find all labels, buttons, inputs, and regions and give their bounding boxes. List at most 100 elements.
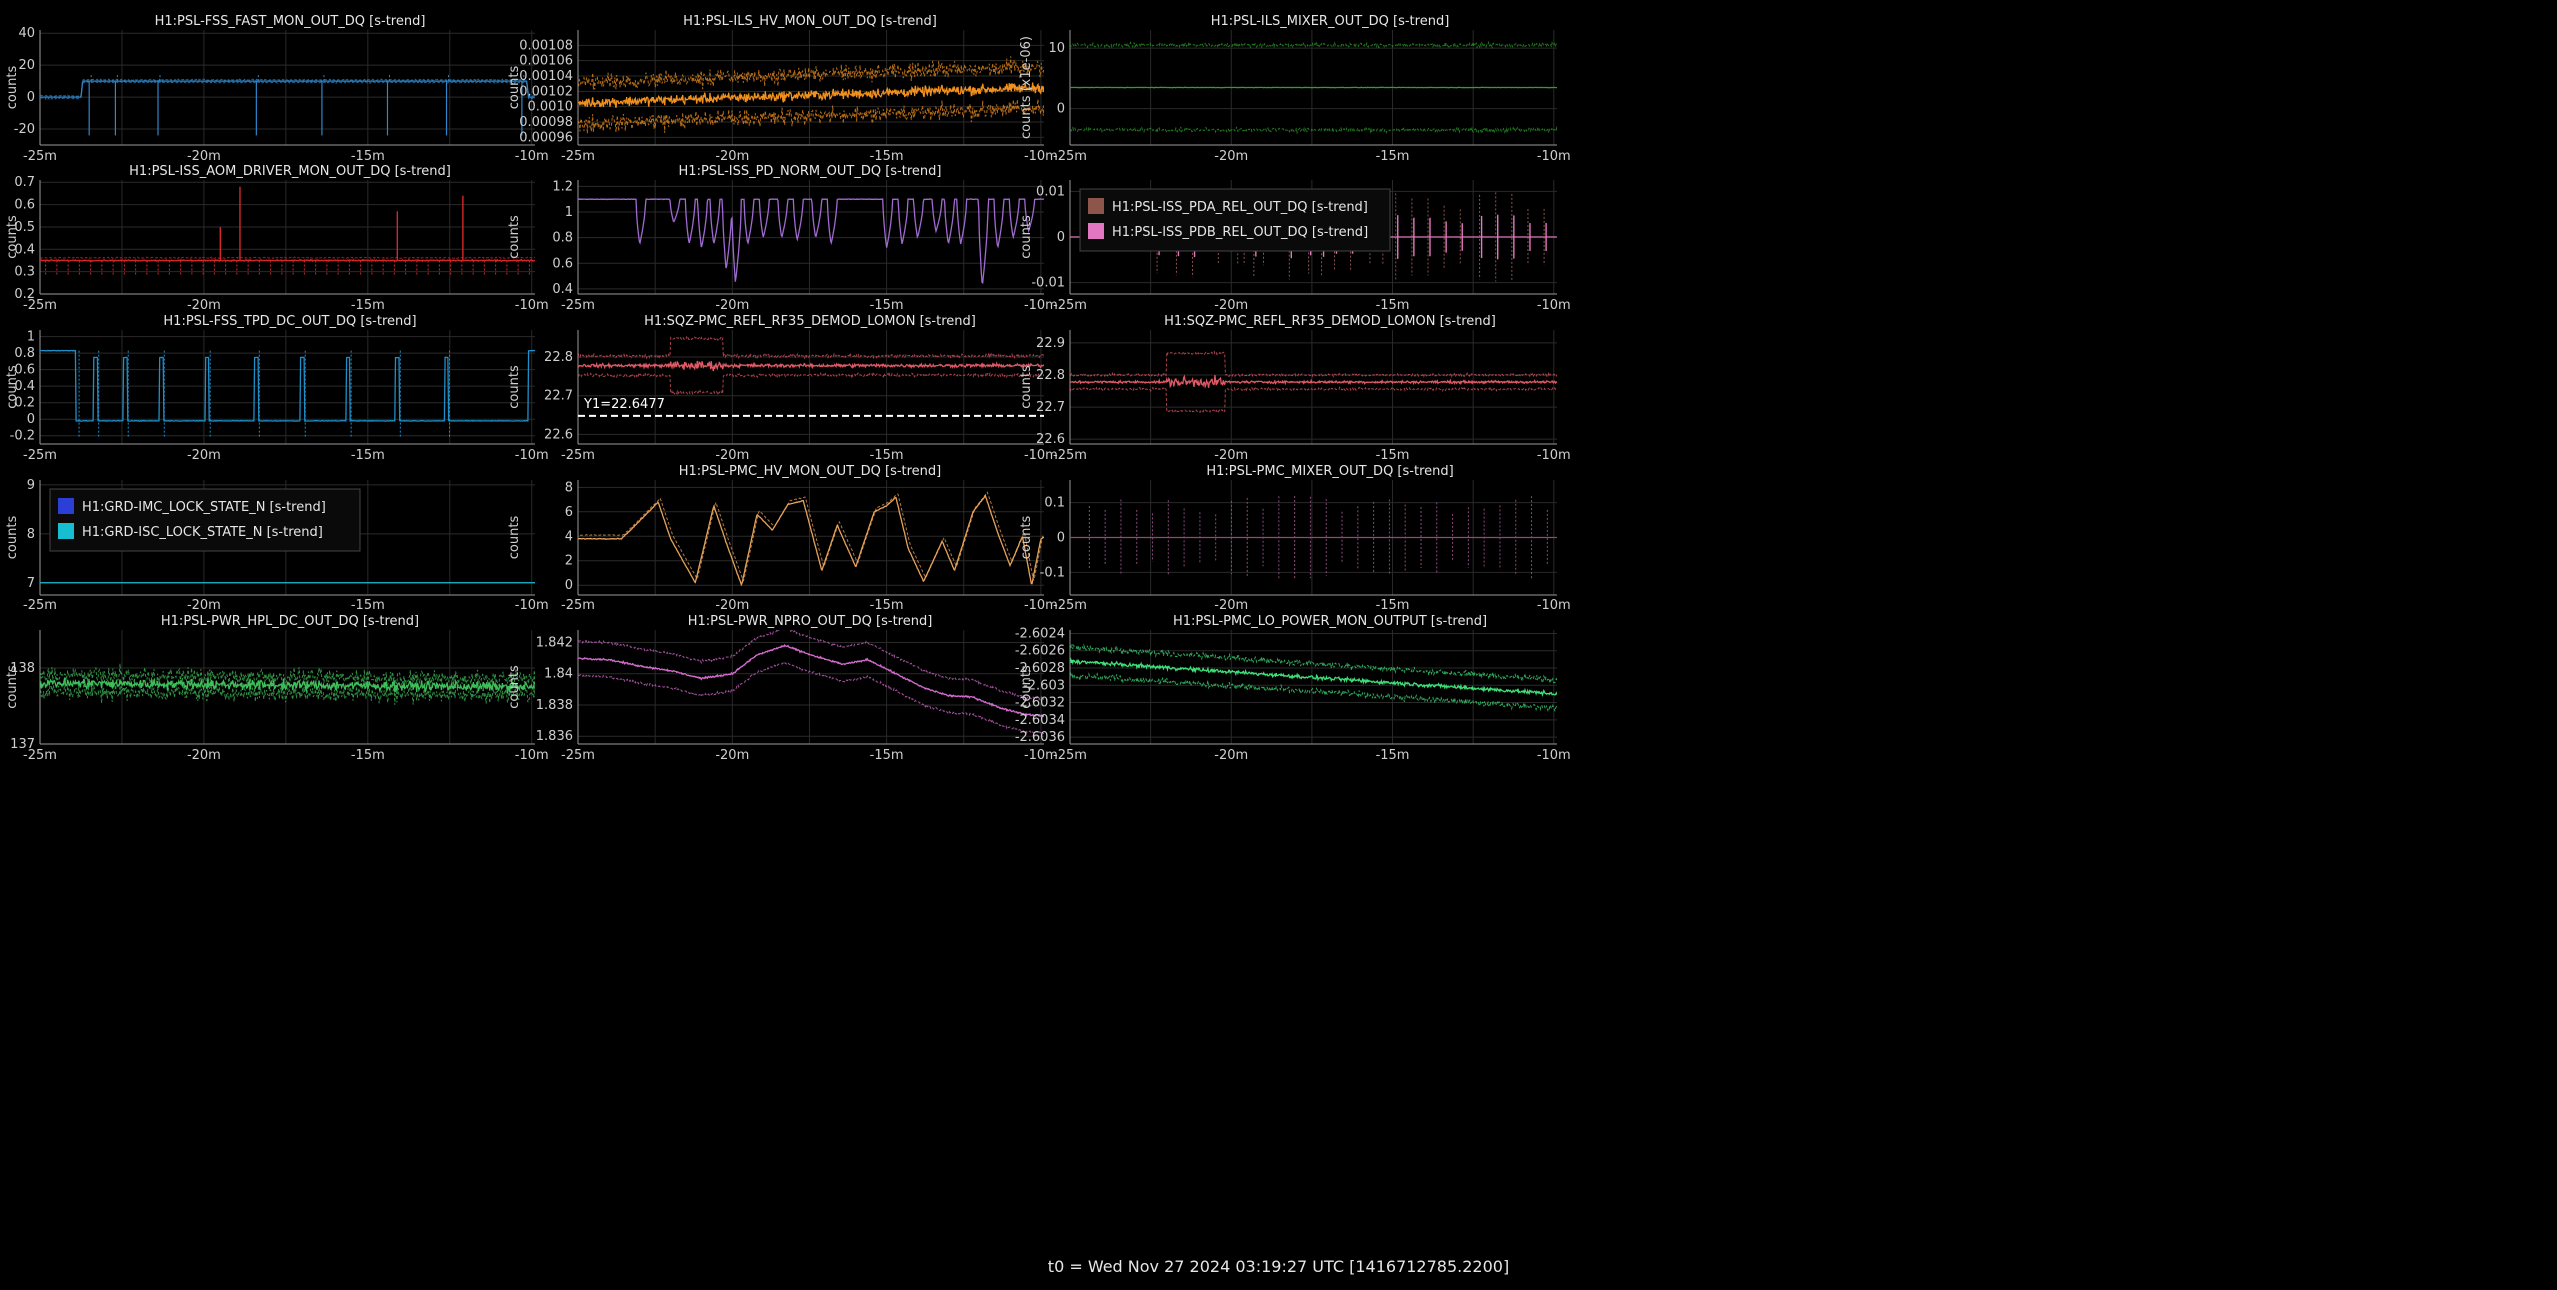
x-tick-label: -20m xyxy=(715,448,749,463)
x-tick-label: -10m xyxy=(1537,149,1571,164)
y-tick-label: 8 xyxy=(565,480,573,495)
plot-area xyxy=(578,197,1044,284)
chart-title: H1:PSL-FSS_TPD_DC_OUT_DQ [s-trend] xyxy=(163,314,416,329)
x-tick-label: -20m xyxy=(187,298,221,313)
y-tick-label: -2.6026 xyxy=(1015,644,1065,659)
gridlines xyxy=(39,30,535,145)
y-tick-label: -2.6036 xyxy=(1015,730,1065,745)
y-axis-label: counts xyxy=(507,215,522,259)
y-tick-label: -2.6028 xyxy=(1015,661,1065,676)
y-tick-label: 0.4 xyxy=(552,282,573,297)
y-tick-label: 9 xyxy=(27,478,35,493)
x-tick-label: -20m xyxy=(715,298,749,313)
series-mean xyxy=(578,197,1044,284)
y-tick-label: 40 xyxy=(18,26,35,41)
legend-swatch xyxy=(1088,223,1104,239)
x-tick-label: -20m xyxy=(187,149,221,164)
x-tick-label: -25m xyxy=(1053,448,1087,463)
y-tick-label: 10 xyxy=(1048,41,1065,56)
x-tick-label: -25m xyxy=(23,748,57,763)
x-tick-label: -25m xyxy=(561,598,595,613)
chart-title: H1:PSL-PMC_LO_POWER_MON_OUTPUT [s-trend] xyxy=(1173,614,1487,629)
x-tick-label: -15m xyxy=(1376,748,1410,763)
x-tick-label: -25m xyxy=(561,448,595,463)
legend: H1:PSL-ISS_PDA_REL_OUT_DQ [s-trend] H1:PS… xyxy=(1079,188,1391,252)
y-tick-label: 0.8 xyxy=(552,231,573,246)
x-tick-label: -15m xyxy=(1376,598,1410,613)
annotation-label: Y1=22.6477 xyxy=(583,397,665,412)
legend-entry: H1:PSL-ISS_PDA_REL_OUT_DQ [s-trend] xyxy=(1112,200,1368,215)
y-tick-label: -2.603 xyxy=(1023,678,1065,693)
series-max xyxy=(578,335,1044,360)
x-tick-label: -15m xyxy=(1376,298,1410,313)
y-tick-label: 137 xyxy=(10,737,35,752)
legend-swatch xyxy=(58,523,74,539)
x-tick-label: -20m xyxy=(187,748,221,763)
chart-title: H1:PSL-FSS_FAST_MON_OUT_DQ [s-trend] xyxy=(155,14,426,29)
chart-3: H1:PSL-ILS_MIXER_OUT_DQ [s-trend] 0 10 -25m… xyxy=(1019,14,1571,164)
y-tick-label: -0.2 xyxy=(10,429,35,444)
chart-title: H1:PSL-ILS_HV_MON_OUT_DQ [s-trend] xyxy=(683,14,937,29)
legend-entry: H1:GRD-IMC_LOCK_STATE_N [s-trend] xyxy=(82,500,326,515)
y-tick-label: 20 xyxy=(18,58,35,73)
x-tick-label: -20m xyxy=(1214,298,1248,313)
y-tick-label: 1 xyxy=(27,330,35,345)
x-tick-label: -15m xyxy=(870,298,904,313)
chart-title: H1:SQZ-PMC_REFL_RF35_DEMOD_LOMON [s-tren… xyxy=(1164,314,1496,329)
chart-9: H1:SQZ-PMC_REFL_RF35_DEMOD_LOMON [s-tren… xyxy=(1019,314,1571,463)
x-tick-label: -10m xyxy=(515,149,549,164)
y-tick-label: 22.6 xyxy=(544,427,573,442)
chart-title: H1:PSL-PWR_NPRO_OUT_DQ [s-trend] xyxy=(688,614,933,629)
y-tick-label: 6 xyxy=(565,505,573,520)
series-max xyxy=(579,491,1044,583)
x-tick-label: -20m xyxy=(187,448,221,463)
y-tick-label: 0.00102 xyxy=(519,84,573,99)
chart-8: H1:SQZ-PMC_REFL_RF35_DEMOD_LOMON [s-tren… xyxy=(507,314,1058,463)
x-tick-label: -10m xyxy=(1537,598,1571,613)
plot-area xyxy=(578,335,1044,396)
y-tick-label: 0 xyxy=(1057,102,1065,117)
plot-area xyxy=(1070,40,1557,135)
series-mean xyxy=(578,643,1044,718)
y-tick-label: 0.00104 xyxy=(519,69,573,84)
series-min xyxy=(1070,385,1557,414)
x-tick-label: -25m xyxy=(561,748,595,763)
chart-12: H1:PSL-PMC_MIXER_OUT_DQ [s-trend] -0.1 0 0.… xyxy=(1019,464,1571,613)
y-tick-label: 0.4 xyxy=(14,379,35,394)
y-tick-label: 0.8 xyxy=(14,346,35,361)
series-max xyxy=(40,256,535,260)
y-tick-label: 22.8 xyxy=(1036,368,1065,383)
x-tick-label: -15m xyxy=(351,748,385,763)
x-tick-label: -10m xyxy=(1537,748,1571,763)
series-min xyxy=(1070,672,1557,712)
y-tick-label: 0.3 xyxy=(14,265,35,280)
chart-4: H1:PSL-ISS_AOM_DRIVER_MON_OUT_DQ [s-tren… xyxy=(5,164,549,313)
series-max xyxy=(578,630,1044,701)
y-tick-label: 0.00108 xyxy=(519,38,573,53)
y-tick-label: 0 xyxy=(27,412,35,427)
x-tick-label: -25m xyxy=(23,149,57,164)
gridlines xyxy=(39,180,535,295)
y-tick-label: 0.6 xyxy=(552,256,573,271)
chart-15: H1:PSL-PMC_LO_POWER_MON_OUTPUT [s-trend]… xyxy=(1015,614,1571,763)
y-tick-label: 0.4 xyxy=(14,242,35,257)
y-axis-label: counts xyxy=(1019,365,1034,409)
y-tick-label: 0 xyxy=(1057,230,1065,245)
series-max xyxy=(40,78,535,98)
gridlines xyxy=(577,330,1044,444)
chart-11: H1:PSL-PMC_HV_MON_OUT_DQ [s-trend] 0 2 4 6 8 -… xyxy=(507,464,1058,613)
y-axis-label: counts xyxy=(1019,665,1034,709)
y-axis-label: counts xyxy=(507,365,522,409)
y-tick-label: 0.5 xyxy=(14,220,35,235)
series-max xyxy=(1070,643,1557,685)
y-tick-label: -2.6024 xyxy=(1015,626,1065,641)
x-tick-label: -25m xyxy=(1053,598,1087,613)
gridlines xyxy=(1069,330,1557,444)
x-tick-label: -15m xyxy=(870,448,904,463)
gridlines xyxy=(577,180,1044,294)
chart-13: H1:PSL-PWR_HPL_DC_OUT_DQ [s-trend] 137 138… xyxy=(5,614,549,763)
y-tick-label: 0.1 xyxy=(1044,496,1065,511)
x-tick-label: -20m xyxy=(1214,448,1248,463)
series-max xyxy=(578,56,1044,90)
